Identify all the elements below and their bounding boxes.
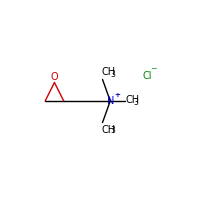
Text: CH: CH [102, 125, 116, 135]
Text: +: + [115, 92, 120, 98]
Text: 3: 3 [110, 70, 115, 79]
Text: O: O [51, 72, 58, 82]
Text: CH: CH [126, 95, 140, 105]
Text: CH: CH [102, 67, 116, 77]
Text: 3: 3 [110, 126, 115, 135]
Text: N: N [107, 96, 114, 106]
Text: Cl: Cl [143, 71, 152, 81]
Text: 3: 3 [134, 98, 138, 107]
Text: −: − [150, 65, 156, 74]
